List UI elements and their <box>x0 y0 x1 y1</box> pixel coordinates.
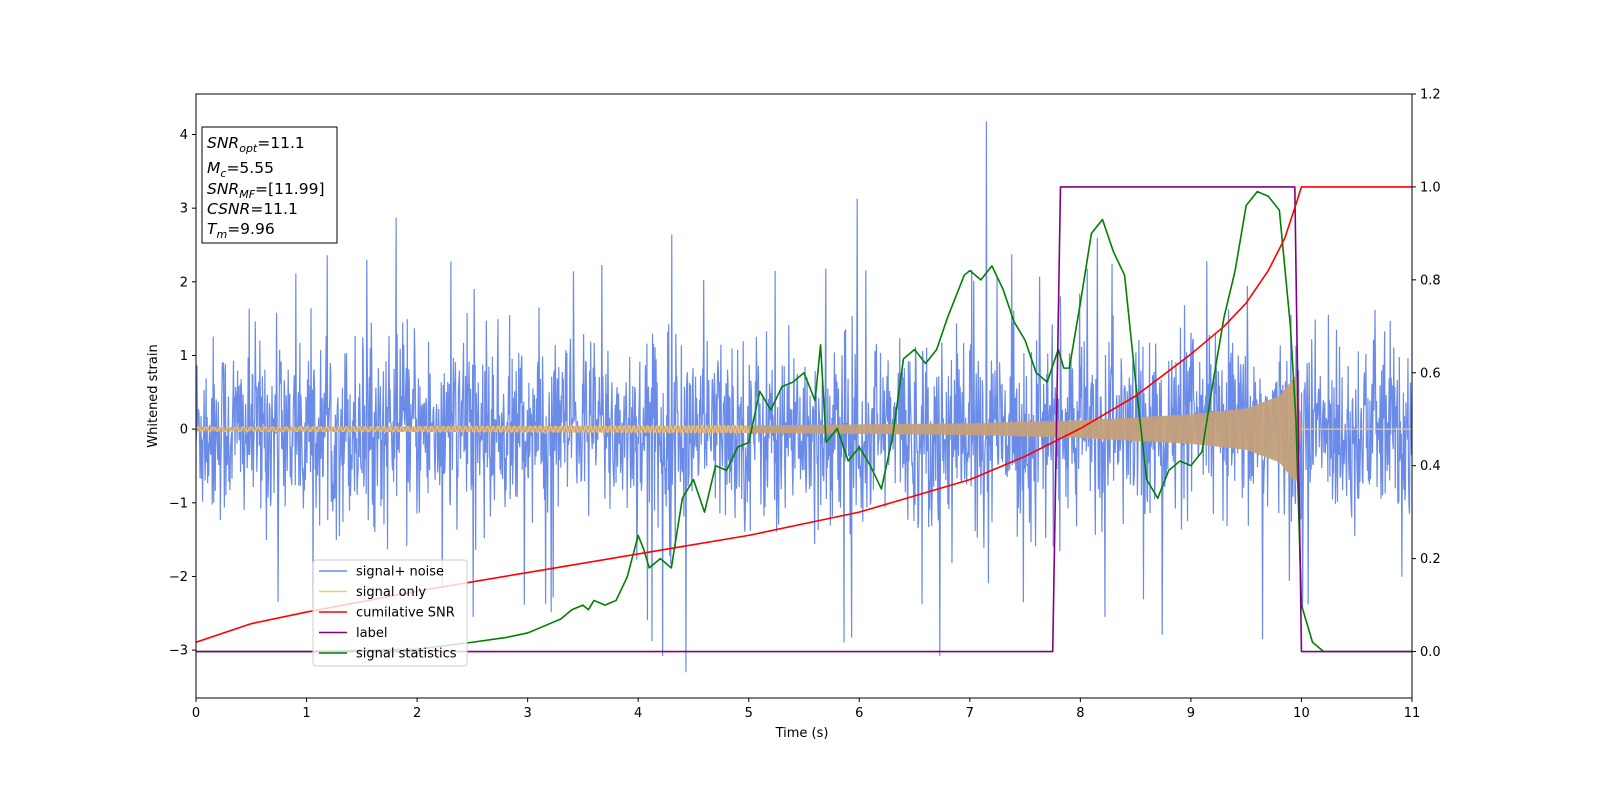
y2-tick-label: 1.2 <box>1420 88 1441 103</box>
y-tick-label: 3 <box>180 202 188 217</box>
y2-tick-label: 0.8 <box>1420 273 1441 288</box>
series-signal-only-line <box>196 424 750 434</box>
y2-tick-label: 0.2 <box>1420 552 1441 567</box>
x-tick-label: 0 <box>192 706 200 721</box>
x-tick-label: 10 <box>1293 706 1310 721</box>
y-axis-label: Whitened strain <box>146 344 161 447</box>
legend-entry: signal statistics <box>356 647 457 662</box>
x-tick-label: 7 <box>966 706 974 721</box>
legend-entry: signal only <box>356 585 426 600</box>
x-tick-label: 1 <box>302 706 310 721</box>
y2-tick-label: 0.6 <box>1420 366 1441 381</box>
x-tick-label: 11 <box>1404 706 1421 721</box>
series-signal-statistics-line <box>196 190 1412 653</box>
info-box-row: CSNR=11.1 <box>207 200 298 218</box>
y-tick-label: 1 <box>180 349 188 364</box>
x-tick-label: 8 <box>1076 706 1084 721</box>
info-box-frame <box>201 126 338 244</box>
info-box-row: Mc=5.55 <box>207 159 274 180</box>
legend-entry: label <box>356 626 387 641</box>
x-tick-label: 9 <box>1187 706 1195 721</box>
y-tick-label: 4 <box>180 128 188 143</box>
info-box-row: Tm=9.96 <box>207 220 275 241</box>
legend-frame <box>312 559 468 667</box>
y-tick-label: −3 <box>169 644 188 659</box>
y-tick-label: 0 <box>180 423 188 438</box>
x-tick-label: 3 <box>523 706 531 721</box>
series-signal-noise-line <box>196 121 1412 673</box>
y2-tick-label: 0.4 <box>1420 459 1441 474</box>
y-tick-label: −2 <box>169 570 188 585</box>
x-tick-label: 2 <box>413 706 421 721</box>
x-tick-label: 4 <box>634 706 642 721</box>
legend-entry: cumilative SNR <box>356 606 455 621</box>
y-tick-label: 2 <box>180 275 188 290</box>
series-signal-only-envelope <box>196 375 1302 484</box>
x-tick-label: 6 <box>855 706 863 721</box>
x-axis-label: Time (s) <box>775 726 829 741</box>
x-tick-label: 5 <box>745 706 753 721</box>
series-label-line <box>196 186 1412 653</box>
plot-frame <box>195 93 1413 699</box>
y-tick-label: −1 <box>169 496 188 511</box>
y2-tick-label: 0.0 <box>1420 645 1441 660</box>
legend-entry: signal+ noise <box>356 565 444 580</box>
info-box: SNRopt=11.1 Mc=5.55SNRMF=[11.99]CSNR=11.1… <box>201 126 338 244</box>
legend: signal+ noise signal only cumilative SNR la… <box>312 559 468 667</box>
y2-tick-label: 1.0 <box>1420 180 1441 195</box>
info-box-row: SNRopt=11.1 <box>207 134 305 155</box>
info-box-row: SNRMF=[11.99] <box>207 180 325 201</box>
